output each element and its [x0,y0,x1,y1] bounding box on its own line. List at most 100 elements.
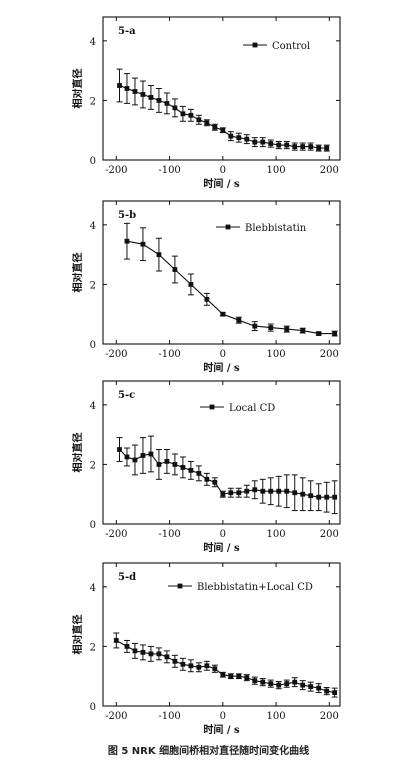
data-point [308,493,314,499]
y-tick-label: 4 [90,401,96,412]
data-point [284,488,290,494]
data-point [204,663,210,669]
panel-label: 5-d [118,572,136,583]
data-point [252,487,258,493]
data-point [300,144,306,149]
data-point [276,488,282,494]
data-point [196,117,202,123]
data-point [308,684,314,690]
x-tick-label: 0 [220,529,226,540]
data-point [220,491,226,497]
y-tick-label: 0 [90,340,96,351]
data-point [156,462,162,467]
data-point [212,666,218,672]
data-point [332,331,338,336]
data-point [324,145,330,151]
data-point [140,241,146,247]
data-point [204,296,210,302]
data-point [276,682,282,688]
data-point [300,328,306,333]
data-point [276,142,282,148]
x-tick-label: -100 [158,711,180,722]
data-point [284,681,290,687]
data-point [117,447,122,452]
data-point [140,649,146,655]
data-point [244,136,250,142]
data-point [236,135,242,141]
x-tick-label: 100 [267,529,286,540]
data-point [332,494,338,500]
panel-label: 5-a [118,26,136,37]
y-tick-label: 0 [90,702,96,713]
chart-panel-5-b: -200 -100 0 100 200 0 2 4 时间 / s 相对直径 5-b Blebbista… [71,200,341,374]
data-point [132,648,138,654]
data-point [268,681,274,687]
data-point [180,661,186,667]
y-tick-label: 4 [90,221,96,232]
data-point [236,673,242,679]
series-line [116,640,335,694]
data-point [292,490,298,496]
data-point [124,238,130,244]
data-point [252,323,258,329]
data-point [180,464,186,470]
data-point [124,86,130,91]
data-point [268,488,274,494]
legend-marker [225,224,231,230]
plot-frame [102,380,341,525]
data-point [164,100,170,106]
data-point [156,651,162,657]
data-point [164,459,170,464]
legend-label: Local CD [229,403,275,414]
data-point [172,462,178,467]
x-tick-label: 100 [267,711,286,722]
x-tick-label: 200 [320,711,339,722]
legend: Control [243,41,310,52]
legend-label: Control [272,41,310,52]
y-tick-label: 0 [90,520,96,531]
plot-frame [102,562,341,707]
data-point [292,144,298,149]
data-point [236,490,242,496]
data-point [332,690,338,695]
data-point [188,663,194,669]
legend-label: Blebbistatin [245,223,307,234]
data-point [188,112,194,118]
data-point [316,685,322,691]
data-point [284,326,290,332]
x-tick-label: 0 [220,349,226,360]
data-point [220,672,226,678]
chart-panel-5-d: -200 -100 0 100 200 0 2 4 时间 / s 相对直径 5-d Blebbista… [71,562,341,736]
y-tick-label: 2 [90,96,96,107]
x-tick-label: 100 [267,165,286,176]
legend-marker [252,42,258,48]
data-point [268,141,274,147]
y-tick-label: 2 [90,642,96,653]
data-point [212,479,218,485]
x-tick-label: 200 [320,529,339,540]
data-point [220,311,226,317]
panel-label: 5-b [118,210,136,221]
series-line [126,240,335,335]
data-point [316,145,322,151]
y-tick-label: 2 [90,460,96,471]
x-axis-label: 时间 / s [203,541,240,554]
panel-label: 5-c [118,390,135,401]
data-point [196,664,202,670]
x-tick-label: 0 [220,165,226,176]
legend: Blebbistatin+Local CD [168,582,313,593]
x-tick-label: 200 [320,349,339,360]
data-point [268,325,274,331]
x-tick-label: -100 [158,165,180,176]
legend-marker [209,404,215,410]
data-point [180,111,186,117]
x-tick-label: -200 [105,711,127,722]
data-point [148,95,154,100]
data-point [132,89,138,94]
data-point [300,491,306,497]
x-tick-label: -200 [105,165,127,176]
data-point [252,139,258,145]
data-point [124,454,130,460]
data-point [316,494,322,500]
